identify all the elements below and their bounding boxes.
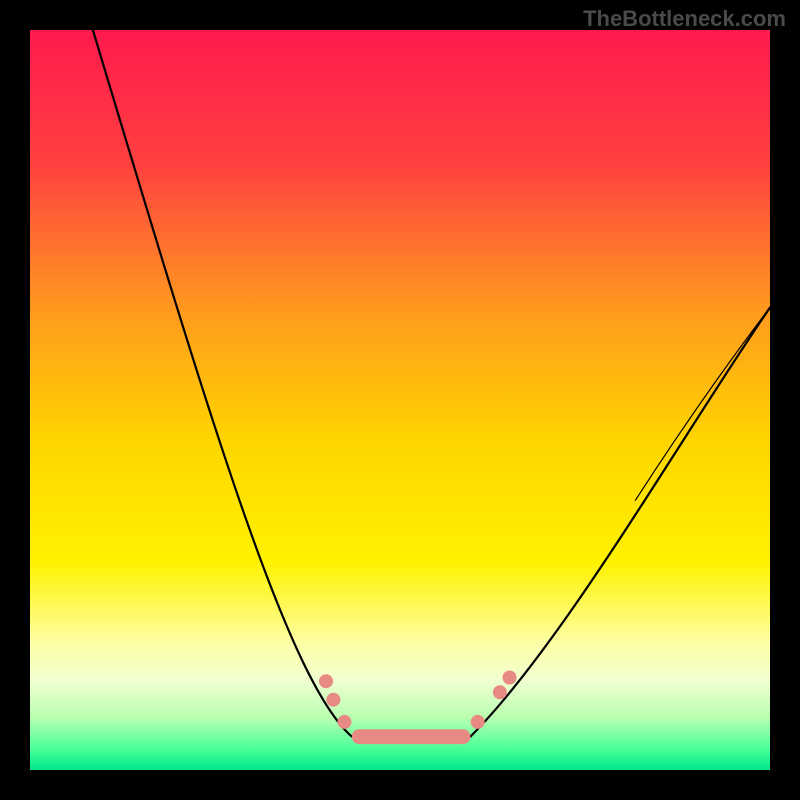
data-marker: [471, 715, 485, 729]
gradient-chart: [30, 30, 770, 770]
data-marker: [326, 693, 340, 707]
gradient-background: [30, 30, 770, 770]
data-marker: [319, 674, 333, 688]
plot-area: [30, 30, 770, 770]
floor-marker-bar: [352, 729, 470, 744]
data-marker: [493, 685, 507, 699]
data-marker: [503, 671, 517, 685]
watermark-text: TheBottleneck.com: [583, 6, 786, 32]
data-marker: [338, 715, 352, 729]
